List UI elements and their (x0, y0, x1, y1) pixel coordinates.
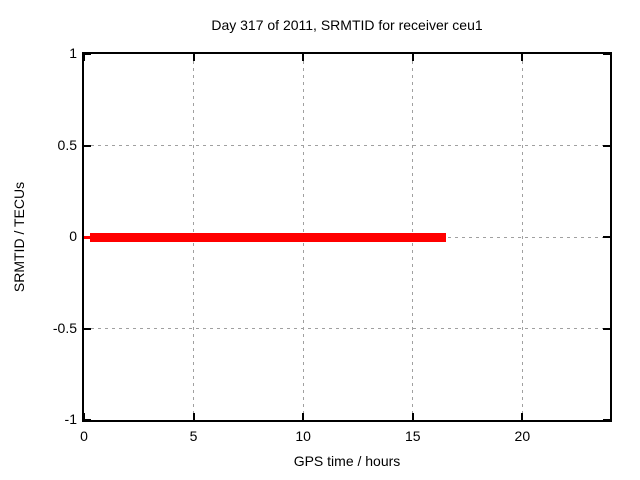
y-tick-mark-right (603, 327, 610, 330)
chart-title: Day 317 of 2011, SRMTID for receiver ceu… (211, 17, 483, 33)
y-tick-label: -1 (64, 411, 77, 427)
x-tick-mark-top (411, 54, 414, 61)
y-tick-mark-right (603, 236, 610, 238)
x-tick-mark-bottom (83, 413, 85, 420)
y-tick-mark-right (603, 53, 610, 55)
x-tick-mark-bottom (192, 413, 195, 420)
plot-border (82, 52, 612, 422)
gridline-horizontal (84, 328, 610, 329)
x-tick-label: 15 (404, 428, 421, 444)
y-tick-mark-left (84, 144, 91, 147)
x-tick-mark-bottom (521, 413, 524, 420)
y-tick-mark-right (603, 144, 610, 147)
y-tick-label: 0 (69, 228, 77, 244)
data-series-line (84, 235, 92, 239)
x-axis-label: GPS time / hours (293, 453, 401, 469)
x-tick-mark-top (521, 54, 524, 61)
x-tick-mark-bottom (302, 413, 305, 420)
y-tick-mark-left (84, 53, 91, 55)
x-tick-mark-top (302, 54, 305, 61)
x-tick-mark-top (192, 54, 195, 61)
y-tick-mark-right (603, 419, 610, 421)
y-tick-mark-left (84, 327, 91, 330)
gridline-horizontal (84, 145, 610, 146)
data-series-line (89, 232, 446, 242)
y-tick-mark-left (84, 419, 91, 421)
x-tick-label: 5 (189, 428, 198, 444)
x-tick-mark-top (83, 54, 85, 61)
x-tick-mark-bottom (411, 413, 414, 420)
y-tick-label: -0.5 (52, 319, 77, 336)
x-tick-label: 10 (295, 428, 311, 444)
y-tick-label: 1 (69, 45, 77, 61)
x-tick-label: 20 (514, 428, 531, 444)
x-tick-label: 0 (80, 428, 88, 444)
y-tick-label: 0.5 (57, 136, 77, 153)
